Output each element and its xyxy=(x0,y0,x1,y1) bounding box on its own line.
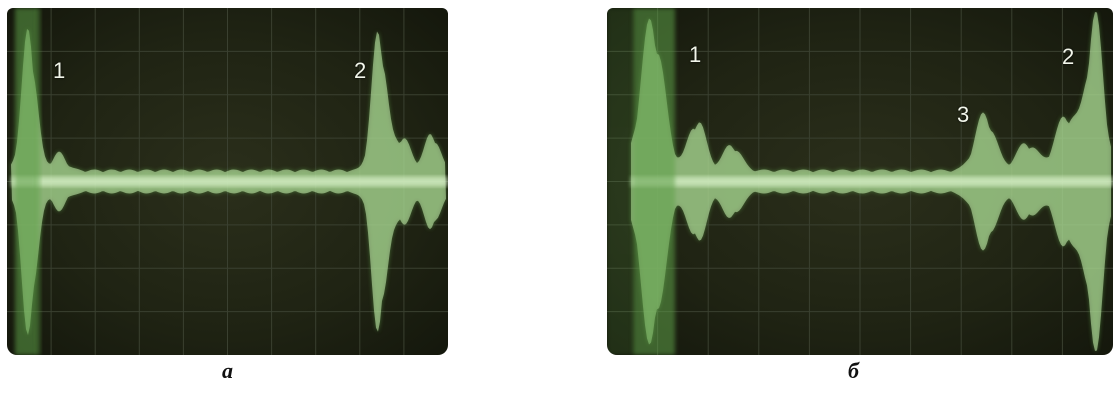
marker-3-b: 3 xyxy=(957,102,970,127)
caption-b: б xyxy=(848,358,859,383)
marker-2-a: 2 xyxy=(354,58,367,83)
signal-center xyxy=(631,176,1113,187)
sweep-band xyxy=(607,8,633,355)
marker-1-b: 1 xyxy=(689,42,702,67)
marker-1-a: 1 xyxy=(53,58,66,83)
oscilloscope-screen-b: 1 2 3 xyxy=(607,8,1113,355)
sweep-band xyxy=(35,8,41,355)
waveform-a xyxy=(7,8,448,355)
marker-2-b: 2 xyxy=(1062,44,1075,69)
sweep-band xyxy=(633,8,675,355)
waveform-b xyxy=(607,8,1113,355)
oscilloscope-screen-a: 1 2 xyxy=(7,8,448,355)
sweep-band xyxy=(15,8,37,355)
signal-center xyxy=(11,176,448,187)
caption-a: a xyxy=(222,358,233,383)
